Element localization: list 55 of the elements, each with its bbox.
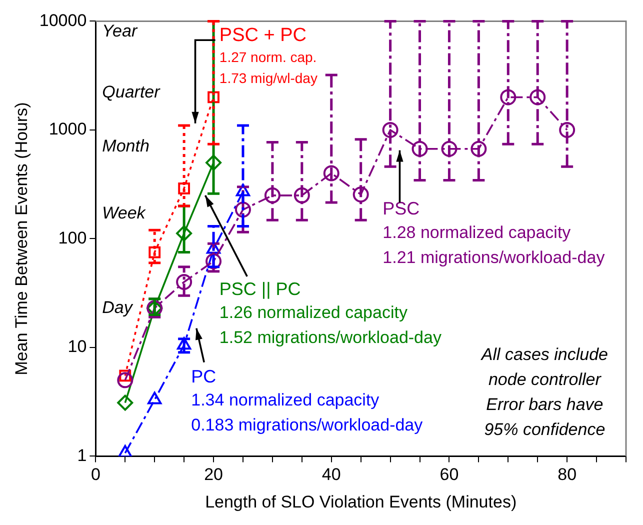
annotation: 1.28 normalized capacity — [382, 222, 572, 242]
annotation: Error bars have — [486, 395, 604, 414]
y-tick-label: 10 — [68, 337, 87, 356]
point — [148, 246, 161, 258]
text: PSC + PC — [219, 24, 307, 46]
annotation: 1.27 norm. cap. — [219, 49, 317, 66]
point — [117, 372, 134, 388]
text: PSC || PC — [219, 278, 301, 299]
point — [178, 182, 190, 194]
point — [530, 89, 546, 106]
y-tick-label: 1 — [77, 446, 87, 465]
point — [208, 91, 220, 104]
x-tick-label: 20 — [204, 465, 223, 484]
point — [500, 89, 516, 106]
annotation: 1.73 mig/wl-day — [219, 70, 318, 86]
x-tick-label: 0 — [90, 465, 100, 484]
y-axis-title: Mean Time Between Events (Hours) — [12, 102, 31, 376]
point — [176, 225, 192, 242]
point — [176, 274, 192, 290]
annotation: node controller — [488, 370, 602, 390]
point — [382, 122, 398, 138]
point — [206, 154, 222, 171]
annotation: 1.34 normalized capacity — [191, 390, 380, 410]
annotation: Year — [102, 21, 138, 40]
series-label: PC — [191, 366, 216, 386]
point — [117, 394, 134, 411]
point — [412, 140, 428, 157]
annotation: 0.183 migrations/workload-day — [191, 416, 424, 435]
annotation: All cases include — [480, 345, 608, 364]
y-tick-label: 10000 — [39, 10, 87, 30]
point — [264, 187, 280, 204]
point — [559, 122, 576, 138]
annotation: Month — [102, 136, 150, 156]
x-axis-title: Length of SLO Violation Events (Minutes) — [205, 492, 517, 512]
point — [177, 337, 192, 350]
annotation: 1.21 migrations/workload-day — [382, 248, 606, 267]
annotation: 95% confidence — [484, 420, 606, 440]
point — [206, 253, 222, 270]
annotation: Quarter — [102, 82, 162, 102]
x-tick-label: 80 — [558, 465, 577, 484]
annotation: Week — [102, 203, 147, 222]
point — [323, 165, 340, 182]
point — [234, 202, 251, 218]
series-label: PSC — [382, 198, 420, 219]
annotation: 1.52 migrations/workload-day — [219, 328, 442, 347]
y-tick-label: 1000 — [48, 120, 87, 139]
point — [470, 140, 487, 157]
x-tick-label: 60 — [440, 465, 459, 484]
annotation: Day — [102, 298, 134, 317]
point — [441, 140, 458, 157]
y-tick-label: 100 — [58, 228, 87, 248]
x-tick-label: 40 — [322, 465, 341, 484]
point — [294, 187, 310, 204]
point — [352, 186, 369, 202]
annotation: 1.26 normalized capacity — [219, 302, 408, 322]
